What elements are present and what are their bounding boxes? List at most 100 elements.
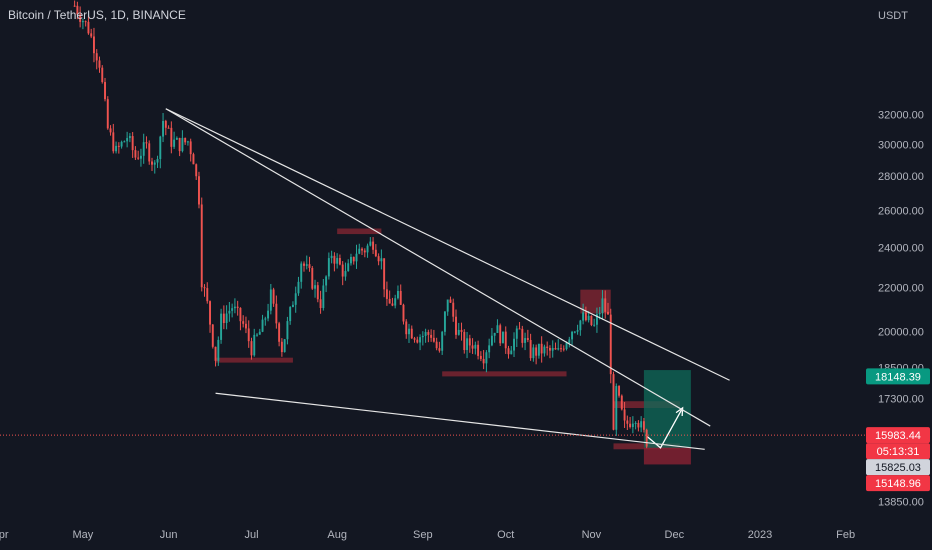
price-tag: 15825.03 [866,459,930,476]
candle-body [228,310,231,314]
candle-body [250,341,253,356]
candle-body [355,253,358,262]
candle-body [294,293,297,305]
candle-body [300,263,303,282]
trendline [215,392,705,450]
candle-body [645,429,648,447]
price-tag-bg [866,475,930,492]
candle-body [327,258,330,277]
zone-box [442,371,567,377]
candle-body [579,320,582,331]
candle-body [548,347,551,351]
candle-body [634,422,637,424]
candle-body [405,321,408,335]
candle-body [623,409,626,421]
price-tick-label: 13850.00 [878,496,924,508]
candle-body [402,304,405,322]
candle-body [421,335,424,338]
candle-body [211,324,214,347]
candle-body [629,423,632,428]
candle-body [352,256,355,262]
candle-body [206,288,209,302]
candle-body [560,348,562,350]
position-layer [643,370,691,465]
candle-body [225,313,228,324]
price-tick-label: 28000.00 [878,171,924,183]
candle-body [637,422,640,428]
price-tags-layer: 18148.39 15983.44 05:13:31 15825.03 15148.96 [866,368,930,492]
candle-body [336,258,339,264]
candle-body [189,141,192,155]
candle-body [145,142,148,144]
candle-body [220,313,223,340]
candle-body [131,136,134,151]
candle-body [507,348,510,355]
zone-box [337,228,382,235]
trendlines-layer [165,108,730,450]
candle-body [76,5,79,15]
candle-body [261,319,264,332]
candle-body [468,338,471,346]
candle-body [532,347,535,359]
candle-body [546,346,549,348]
candle-body [466,338,469,351]
candle-body [92,36,95,54]
candle-body [115,145,118,152]
candle-body [84,21,87,23]
price-tag-bg [866,443,930,460]
candle-body [626,420,629,424]
candle-body [607,311,609,315]
candle-body [186,141,189,143]
time-axis[interactable]: Apr May Jun Jul Aug Sep Oct Nov Dec 2023 Feb [0,529,855,541]
candle-body [482,358,485,364]
candle-body [518,328,521,330]
candle-body [427,332,430,335]
candle-body [374,249,377,257]
candle-body [167,127,170,129]
candle-body [244,323,247,329]
candles-layer [73,0,648,449]
candle-body [615,386,618,430]
candle-body [162,120,165,137]
candle-body [618,386,621,396]
candle-body [543,346,546,354]
projection-arrowhead [675,406,684,417]
candle-body [513,338,515,351]
candle-body [413,338,416,340]
candle-body [195,164,198,177]
candle-body [562,348,565,350]
candle-body [396,290,399,299]
candle-body [308,264,311,268]
candle-body [319,299,322,309]
candle-body [269,289,272,311]
candle-body [275,303,278,324]
candle-body [325,276,328,286]
candle-body [142,142,145,156]
candle-body [267,310,270,319]
candle-body [278,323,281,342]
candle-body [385,289,388,299]
candle-body [554,347,557,350]
candle-body [106,99,109,129]
candle-body [388,298,391,304]
candle-body [576,330,579,332]
candle-body [203,287,206,289]
candle-body [565,342,568,350]
candle-body [98,60,101,68]
candle-body [164,120,167,128]
chart-title: Bitcoin / TetherUS, 1D, BINANCE [8,8,186,22]
trendline [165,108,711,427]
candle-body [236,306,239,308]
candle-body [582,312,585,321]
candle-body [322,285,325,309]
projection-path [646,407,684,449]
candle-body [435,341,438,349]
candle-body [604,298,607,312]
time-tick-label: Nov [582,529,602,541]
candle-body [416,339,419,343]
price-tag: 15983.44 [866,427,930,444]
candle-body [272,289,275,304]
candle-body [198,176,200,205]
candle-body [256,334,258,336]
